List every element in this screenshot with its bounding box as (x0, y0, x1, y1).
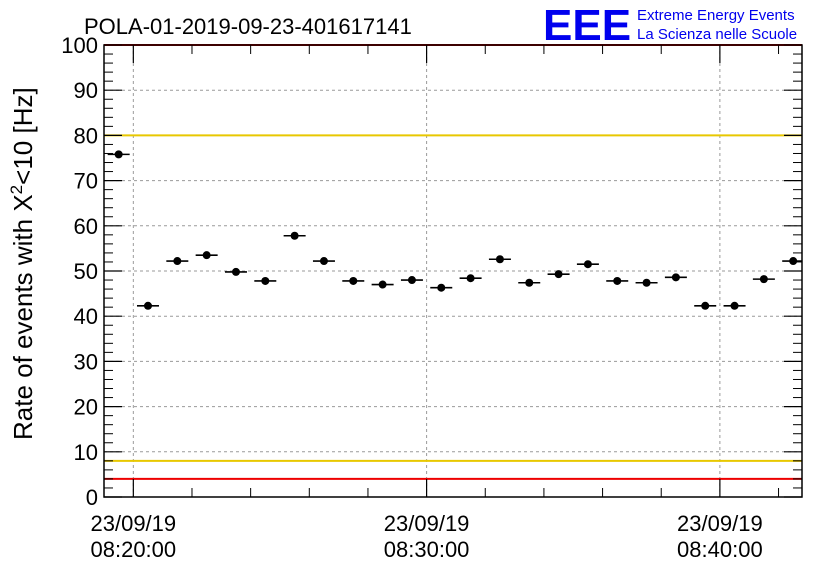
data-point (701, 301, 710, 310)
x-tick-date: 23/09/19 (384, 511, 470, 536)
data-point (437, 283, 446, 292)
y-tick-label: 10 (74, 440, 98, 465)
y-tick-label: 80 (74, 123, 98, 148)
eee-logo-line1: Extreme Energy Events (637, 7, 795, 24)
data-point (378, 280, 387, 289)
y-axis-label-tail: <10 [Hz] (8, 87, 38, 185)
y-tick-label: 70 (74, 169, 98, 194)
data-point (525, 278, 534, 287)
data-point (583, 260, 592, 269)
data-point (202, 251, 211, 260)
data-point (554, 270, 563, 279)
data-point (231, 267, 240, 276)
eee-logo-letters: EEE (543, 1, 631, 50)
y-tick-label: 40 (74, 304, 98, 329)
data-points (107, 150, 802, 310)
y-tick-label: 60 (74, 214, 98, 239)
data-point (759, 275, 768, 284)
data-point (671, 273, 680, 282)
y-axis-label: Rate of events with X2<10 [Hz] (7, 87, 38, 440)
data-point (730, 301, 739, 310)
data-point (613, 276, 622, 285)
data-point (319, 257, 328, 266)
x-tick-time: 08:20:00 (91, 537, 177, 562)
x-tick-date: 23/09/19 (91, 511, 177, 536)
x-tick-time: 08:30:00 (384, 537, 470, 562)
data-point (173, 257, 182, 266)
y-tick-label: 20 (74, 395, 98, 420)
data-point (349, 276, 358, 285)
data-point (789, 257, 798, 266)
data-point (261, 276, 270, 285)
y-tick-label: 0 (86, 485, 98, 510)
y-axis-label-superscript: 2 (7, 185, 26, 194)
data-point (407, 276, 416, 285)
reference-lines (104, 44, 802, 480)
eee-logo: EEE Extreme Energy Events La Scienza nel… (543, 1, 797, 50)
chart-title: POLA-01-2019-09-23-401617141 (84, 14, 412, 39)
grid (104, 45, 802, 497)
x-tick-time: 08:40:00 (677, 537, 763, 562)
data-point (114, 150, 123, 159)
y-tick-label: 50 (74, 259, 98, 284)
y-tick-label: 90 (74, 78, 98, 103)
x-tick-date: 23/09/19 (677, 511, 763, 536)
y-axis-label-main: Rate of events with X (8, 194, 38, 440)
y-tick-label: 100 (61, 33, 98, 58)
data-point (290, 231, 299, 240)
y-tick-label: 30 (74, 349, 98, 374)
tick-labels: 010203040506070809010023/09/1908:20:0023… (61, 33, 762, 562)
data-point (495, 255, 504, 264)
eee-logo-line2: La Scienza nelle Scuole (637, 26, 797, 43)
data-point (466, 274, 475, 283)
data-point (642, 278, 651, 287)
data-point (143, 301, 152, 310)
